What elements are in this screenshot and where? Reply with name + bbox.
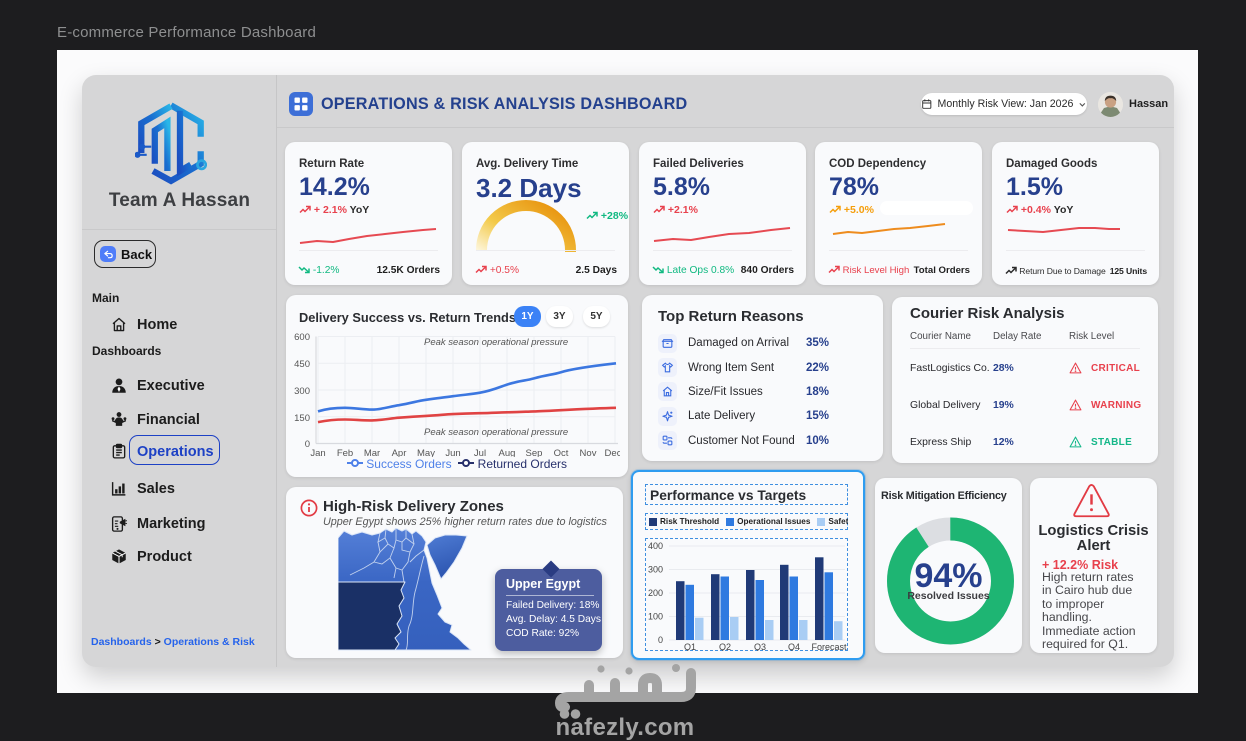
svg-text:Q1: Q1 — [684, 642, 696, 651]
svg-text:Q2: Q2 — [719, 642, 731, 651]
svg-text:Peak season operational pressu: Peak season operational pressure — [424, 337, 568, 348]
svg-text:Mar: Mar — [364, 448, 380, 457]
svg-text:600: 600 — [294, 332, 310, 343]
svg-text:400: 400 — [648, 541, 663, 551]
svg-text:150: 150 — [294, 413, 310, 424]
svg-text:May: May — [417, 448, 435, 457]
svg-text:Q3: Q3 — [754, 642, 766, 651]
svg-text:Peak season operational pressu: Peak season operational pressure — [424, 427, 568, 438]
svg-text:nafezly.com: nafezly.com — [556, 714, 695, 741]
svg-text:Dec: Dec — [605, 448, 620, 457]
svg-text:Q4: Q4 — [788, 642, 800, 651]
svg-text:0: 0 — [658, 635, 663, 645]
svg-text:300: 300 — [294, 386, 310, 397]
svg-text:Jul: Jul — [474, 448, 486, 457]
svg-text:Sep: Sep — [526, 448, 543, 457]
svg-text:300: 300 — [648, 565, 663, 575]
svg-text:200: 200 — [648, 588, 663, 598]
svg-text:450: 450 — [294, 359, 310, 370]
svg-text:Forecast: Forecast — [811, 642, 847, 651]
svg-text:0: 0 — [305, 439, 310, 450]
svg-text:Feb: Feb — [337, 448, 353, 457]
svg-text:Jun: Jun — [445, 448, 460, 457]
svg-text:Oct: Oct — [554, 448, 569, 457]
svg-text:100: 100 — [648, 612, 663, 622]
svg-text:Jan: Jan — [310, 448, 325, 457]
svg-text:Apr: Apr — [392, 448, 407, 457]
svg-text:Aug: Aug — [499, 448, 516, 457]
svg-text:Nov: Nov — [580, 448, 597, 457]
